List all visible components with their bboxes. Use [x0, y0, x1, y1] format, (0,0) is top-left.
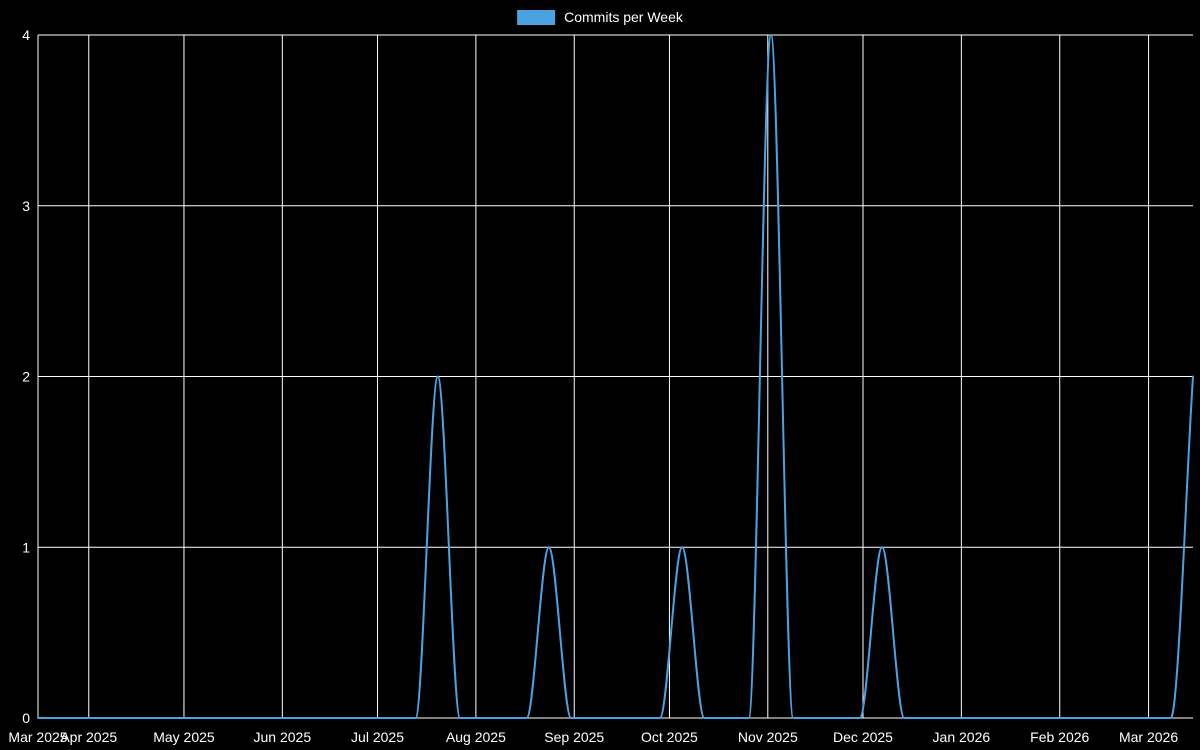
x-tick-label: Jul 2025: [351, 729, 404, 745]
x-tick-label: May 2025: [153, 729, 215, 745]
x-tick-label: Mar 2026: [1119, 729, 1178, 745]
x-tick-label: Oct 2025: [641, 729, 698, 745]
y-tick-label: 0: [22, 710, 30, 726]
x-tick-label: Aug 2025: [446, 729, 506, 745]
legend-swatch: [517, 9, 556, 25]
x-tick-label: Mar 2025: [8, 729, 67, 745]
x-tick-label: Feb 2026: [1030, 729, 1089, 745]
x-tick-label: Jun 2025: [254, 729, 312, 745]
y-tick-label: 3: [22, 198, 30, 214]
x-tick-label: Sep 2025: [544, 729, 604, 745]
x-tick-label: Apr 2025: [60, 729, 117, 745]
x-tick-label: Jan 2026: [933, 729, 991, 745]
y-tick-label: 1: [22, 539, 30, 555]
x-tick-label: Dec 2025: [833, 729, 893, 745]
chart-legend[interactable]: Commits per Week: [517, 9, 683, 25]
x-tick-label: Nov 2025: [738, 729, 798, 745]
legend-label: Commits per Week: [564, 9, 683, 25]
y-tick-label: 2: [22, 369, 30, 385]
y-tick-label: 4: [22, 27, 30, 43]
commits-line-series: [37, 34, 1194, 719]
